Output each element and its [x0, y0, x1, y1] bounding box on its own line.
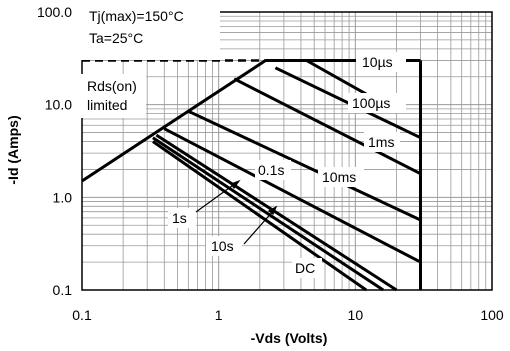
plot-frame — [81, 11, 493, 291]
x-tick-label: 10 — [348, 307, 364, 323]
series-line-1ms — [233, 77, 422, 176]
curve-label-10ms: 10ms — [322, 169, 356, 185]
curve-label-10s: 10s — [211, 238, 234, 254]
series-line-1s — [155, 133, 398, 292]
series-line-0-1s — [163, 127, 422, 264]
series-line-dc — [152, 140, 368, 292]
tick-labels: 0.1 1 10 100 0.1 1.0 10.0 100.0 — [37, 4, 504, 323]
y-tick-label: 0.1 — [53, 282, 73, 298]
curve-label-1s: 1s — [172, 210, 187, 226]
curve-label-arrows — [195, 179, 278, 245]
curve-label-1ms: 1ms — [368, 134, 394, 150]
x-axis-title: -Vds (Volts) — [251, 330, 328, 346]
annotation-rds-line2: limited — [87, 97, 127, 113]
series-lines — [81, 59, 422, 292]
series-line-10s — [152, 136, 385, 292]
curve-label-dc: DC — [295, 260, 315, 276]
annotation-rds-line1: Rds(on) — [87, 78, 137, 94]
x-tick-label: 1 — [215, 307, 223, 323]
annotation-ta: Ta=25°C — [89, 30, 143, 46]
y-tick-label: 100.0 — [37, 4, 72, 20]
annotation-tj: Tj(max)=150°C — [89, 8, 184, 24]
curve-label-0-1s: 0.1s — [258, 162, 284, 178]
series-line-100-s — [274, 66, 422, 140]
curve-labels: 10µs 100µs 1ms 10ms 0.1s 1s 10s DC — [168, 52, 406, 278]
annotation-box-rds — [80, 74, 146, 118]
x-tick-label: 0.1 — [72, 307, 92, 323]
annotation-box-top — [80, 6, 220, 60]
x-tick-label: 100 — [480, 307, 504, 323]
y-axis-title: -Id (Amps) — [5, 115, 21, 184]
y-tick-label: 10.0 — [45, 97, 72, 113]
series-line-10-s — [305, 59, 367, 96]
y-tick-label: 1.0 — [53, 189, 73, 205]
series-line-10ms — [187, 109, 422, 222]
curve-label-100us: 100µs — [352, 95, 390, 111]
curve-label-10us: 10µs — [362, 54, 393, 70]
